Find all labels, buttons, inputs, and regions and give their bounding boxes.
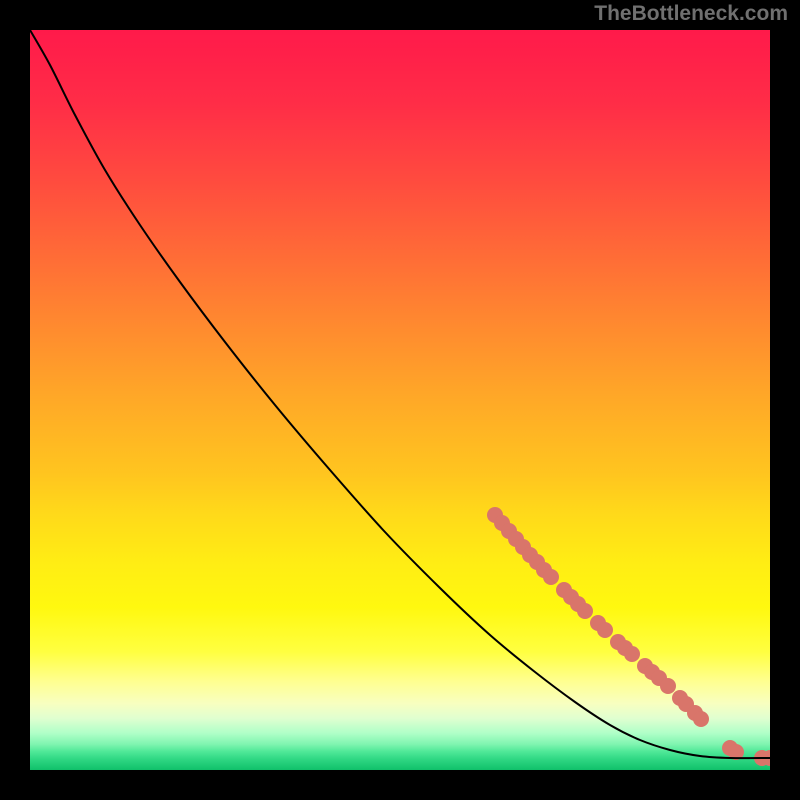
- marker-dot: [693, 711, 709, 727]
- marker-dot: [624, 646, 640, 662]
- markers-group: [487, 507, 770, 766]
- marker-dot: [660, 678, 676, 694]
- curve-line: [30, 30, 770, 758]
- marker-dot: [597, 622, 613, 638]
- plot-area: [30, 30, 770, 770]
- chart-svg: [30, 30, 770, 770]
- marker-dot: [577, 603, 593, 619]
- watermark-text: TheBottleneck.com: [594, 2, 788, 26]
- marker-dot: [543, 569, 559, 585]
